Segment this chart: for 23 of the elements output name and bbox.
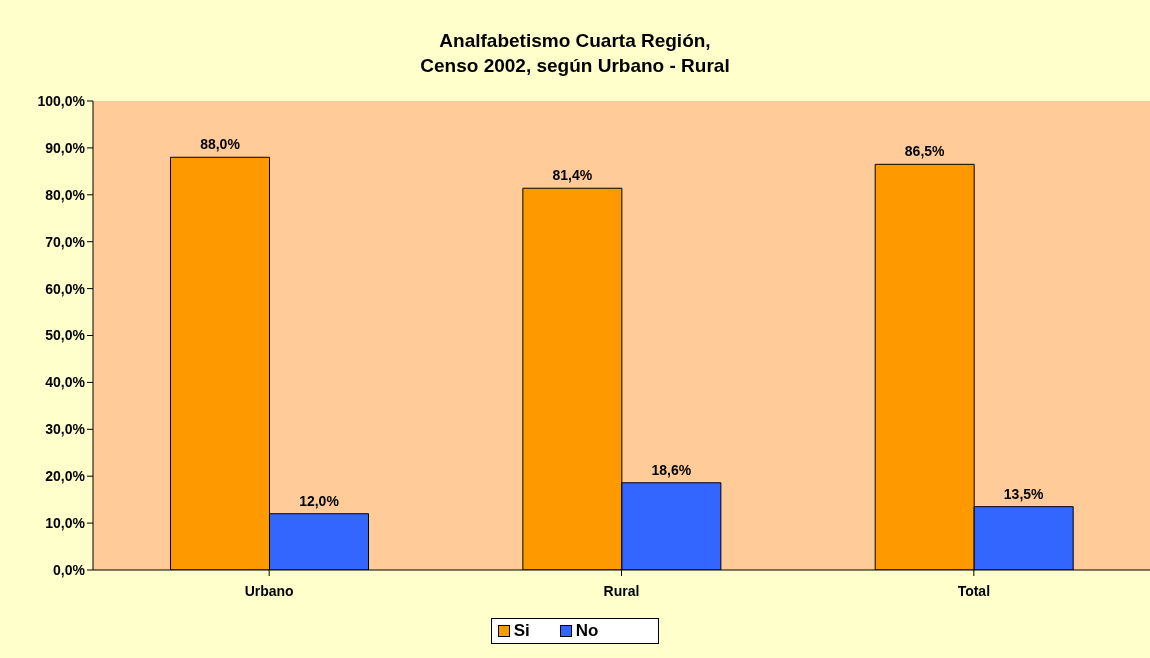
x-tick-label: Total	[957, 582, 991, 599]
chart-title: Analfabetismo Cuarta Región, Censo 2002, según Urbano - Rural	[419, 29, 731, 78]
y-tick-label: 90,0%	[45, 139, 86, 156]
data-label: 81,4%	[552, 167, 593, 184]
data-label: 18,6%	[651, 461, 692, 478]
legend-label: No	[575, 621, 599, 641]
y-tick-label: 60,0%	[45, 280, 86, 297]
y-tick-label: 20,0%	[45, 468, 86, 485]
y-tick-label: 0,0%	[53, 561, 86, 578]
x-tick-label: Rural	[603, 582, 640, 599]
y-tick-label: 50,0%	[45, 327, 86, 344]
data-label: 86,5%	[904, 143, 946, 160]
y-tick-label: 30,0%	[45, 421, 86, 438]
y-tick-label: 40,0%	[45, 374, 86, 391]
legend-label: Si	[513, 621, 530, 641]
y-tick-label: 70,0%	[45, 233, 86, 250]
data-label: 88,0%	[200, 136, 241, 153]
y-tick-label: 80,0%	[45, 186, 86, 203]
data-label: 13,5%	[1003, 485, 1045, 502]
y-tick-label: 100,0%	[37, 92, 86, 109]
x-tick-label: Urbano	[244, 582, 294, 599]
data-label: 12,0%	[299, 492, 340, 509]
y-tick-label: 10,0%	[45, 515, 86, 532]
